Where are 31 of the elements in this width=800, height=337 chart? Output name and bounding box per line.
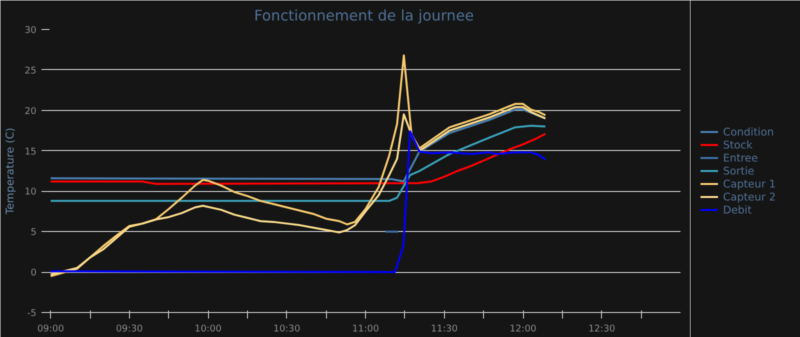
- line-series: [50, 54, 546, 278]
- y-tick-label: -5: [27, 308, 37, 319]
- y-tick-label: 30: [24, 25, 37, 36]
- line-series: [50, 108, 546, 183]
- y-tick-label: 0: [30, 268, 37, 279]
- x-tick-label: 11:00: [352, 324, 380, 334]
- legend-label: Condition: [723, 125, 774, 138]
- legend-label: Entree: [723, 151, 758, 164]
- x-tick-label: 10:00: [194, 324, 222, 334]
- y-axis-title: Temperature (C): [4, 128, 17, 216]
- chart-title: Fonctionnement de la journee: [254, 8, 474, 24]
- legend-label: Stock: [723, 138, 752, 151]
- x-tick-label: 11:30: [430, 324, 458, 334]
- y-tick-label: 5: [30, 227, 37, 238]
- x-tick-label: 12:00: [510, 324, 537, 334]
- y-tick-label: 25: [24, 65, 37, 76]
- x-tick-label: 09:30: [116, 324, 143, 334]
- legend-label: Capteur 1: [723, 177, 776, 190]
- legend-label: Sortie: [723, 164, 754, 177]
- y-tick-label: 15: [24, 146, 37, 158]
- x-tick-label: 12:30: [588, 324, 616, 334]
- y-tick-label: 10: [24, 186, 37, 198]
- x-tick-label: 09:00: [37, 324, 64, 334]
- line-series: [50, 106, 546, 276]
- line-series: [50, 130, 546, 274]
- y-tick-label: 20: [24, 106, 37, 117]
- legend-label: Capteur 2: [723, 190, 776, 203]
- legend-label: Debit: [723, 203, 752, 216]
- line-series: [50, 124, 546, 202]
- x-tick-label: 10:30: [273, 324, 300, 334]
- line-series: [50, 132, 546, 185]
